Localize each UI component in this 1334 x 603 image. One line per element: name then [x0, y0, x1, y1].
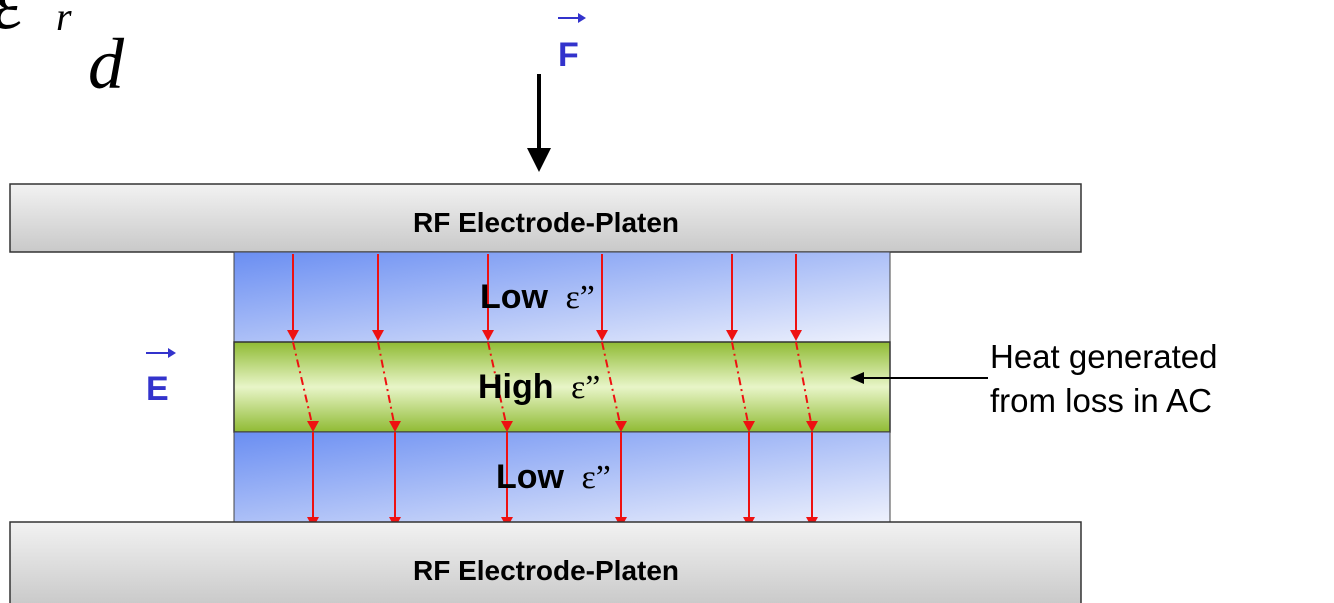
- formula-denominator: d: [88, 24, 125, 104]
- force-vector-label: F: [558, 13, 586, 74]
- field-line-middle: [601, 341, 622, 429]
- layer-bottom-symbol: ε”: [581, 459, 610, 496]
- layer-top-label: Low ε”: [480, 278, 595, 316]
- layer-middle-high: [233, 341, 891, 433]
- formula-subscript: r: [56, 0, 72, 39]
- field-vector-label: E: [146, 348, 176, 408]
- layer-top-symbol: ε”: [565, 279, 594, 316]
- field-lines: [287, 254, 818, 528]
- field-line-upper-arrowhead: [790, 330, 802, 341]
- field-line-upper-arrowhead: [372, 330, 384, 341]
- field-line-upper-arrowhead: [596, 330, 608, 341]
- field-line-middle: [292, 341, 314, 429]
- field-line-middle-arrowhead: [389, 421, 401, 432]
- field-line-middle-arrowhead: [307, 421, 319, 432]
- field-line-upper-arrowhead: [726, 330, 738, 341]
- layer-middle-label: High ε”: [478, 368, 600, 406]
- force-label: F: [558, 36, 579, 74]
- platen-bottom: [9, 521, 1082, 603]
- platen-bottom-label: RF Electrode-Platen: [413, 555, 679, 586]
- field-line-upper-arrowhead: [287, 330, 299, 341]
- field-line-middle-arrowhead: [743, 421, 755, 432]
- layer-bottom-label: Low ε”: [496, 458, 611, 496]
- heat-annotation-line1: Heat generated: [990, 338, 1218, 375]
- layer-middle-symbol: ε”: [571, 369, 600, 406]
- field-label: E: [146, 370, 169, 408]
- heat-pointer-arrow: [850, 372, 988, 384]
- platen-top: [9, 183, 1082, 253]
- platen-top-label: RF Electrode-Platen: [413, 207, 679, 238]
- field-line-middle: [377, 341, 396, 429]
- layer-bottom-word: Low: [496, 458, 565, 496]
- field-line-middle: [487, 341, 508, 429]
- field-line-middle: [731, 341, 750, 429]
- field-line-middle-arrowhead: [501, 421, 513, 432]
- layer-top-word: Low: [480, 278, 549, 316]
- field-line-middle-arrowhead: [615, 421, 627, 432]
- force-arrow: [527, 74, 551, 172]
- field-line-middle-arrowhead: [806, 421, 818, 432]
- heat-annotation-line2: from loss in AC: [990, 382, 1212, 419]
- layer-bottom-low: [233, 431, 891, 523]
- layer-middle-word: High: [478, 368, 554, 406]
- layer-top-low: [233, 251, 891, 343]
- field-line-middle: [795, 341, 813, 429]
- field-line-upper-arrowhead: [482, 330, 494, 341]
- formula-epsilon: ε: [0, 0, 24, 46]
